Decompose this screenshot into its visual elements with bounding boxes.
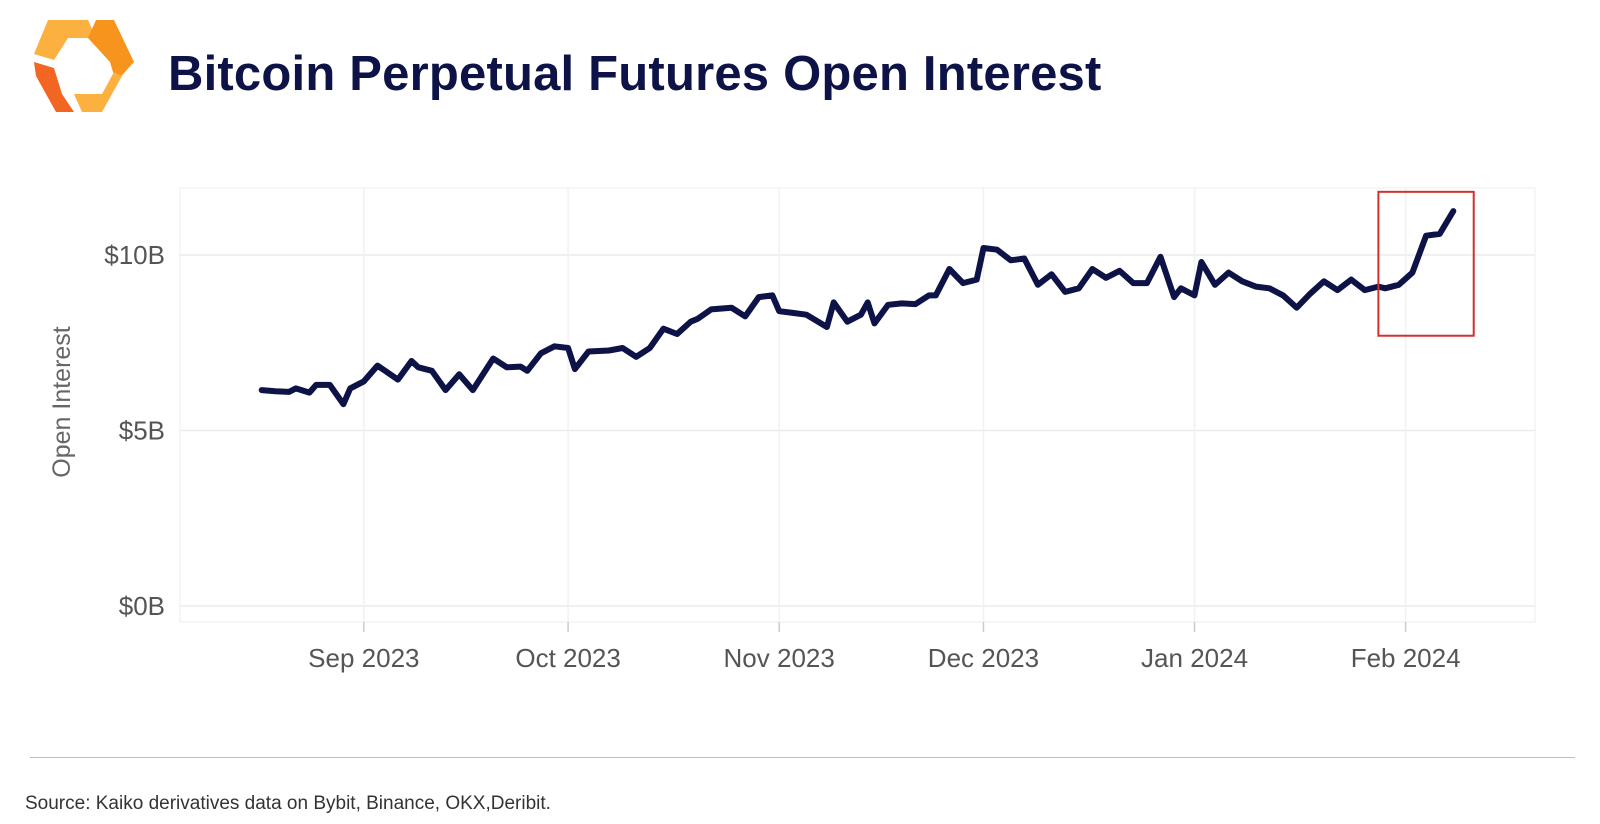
footer-divider	[30, 757, 1575, 758]
logo-piece-left	[34, 62, 74, 112]
x-axis-ticks: Sep 2023 Oct 2023 Nov 2023 Dec 2023 Jan 2024…	[308, 622, 1461, 673]
y-tick-label: $10B	[104, 240, 165, 270]
chart-header: Bitcoin Perpetual Futures Open Interest	[30, 16, 1570, 116]
kaiko-logo	[34, 20, 134, 112]
line-chart: $0B $5B $10B Sep 2023 Oct 2023 Nov 2023 Dec 2…	[48, 187, 1536, 673]
x-tick-label: Dec 2023	[928, 643, 1039, 673]
logo-piece-top	[34, 20, 96, 60]
gridlines	[179, 187, 1536, 623]
logo-piece-right	[88, 20, 134, 82]
logo-piece-bottom	[74, 72, 122, 112]
x-tick-label: Oct 2023	[515, 643, 621, 673]
y-axis-label: Open Interest	[48, 326, 76, 478]
x-tick-label: Jan 2024	[1141, 643, 1248, 673]
x-tick-label: Nov 2023	[724, 643, 835, 673]
y-tick-label: $0B	[119, 591, 165, 621]
x-tick-label: Feb 2024	[1351, 643, 1461, 673]
highlight-box	[1377, 190, 1475, 337]
source-note: Source: Kaiko derivatives data on Bybit,…	[25, 793, 551, 814]
plot-area	[179, 187, 1536, 623]
x-tick-label: Sep 2023	[308, 643, 419, 673]
y-axis-ticks: $0B $5B $10B	[104, 240, 165, 621]
y-tick-label: $5B	[119, 416, 165, 446]
chart-title: Bitcoin Perpetual Futures Open Interest	[168, 47, 1102, 101]
open-interest-line	[258, 208, 1457, 408]
